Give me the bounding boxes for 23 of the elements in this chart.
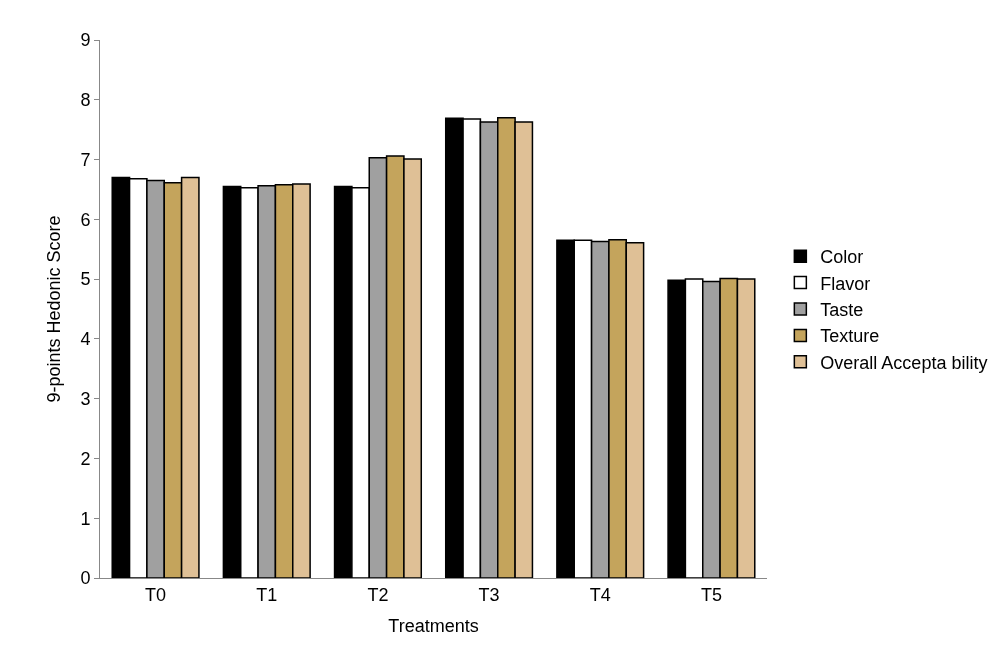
y-tick-label: 2 [80, 448, 91, 469]
x-tick-label: T2 [367, 584, 389, 605]
x-tick-label: T3 [478, 584, 500, 605]
y-tick-label: 7 [80, 149, 91, 170]
y-tick-label: 3 [80, 388, 91, 409]
y-tick-label: 8 [80, 90, 91, 111]
y-tick-label: 0 [80, 568, 91, 589]
x-tick-label: T1 [256, 584, 278, 605]
y-tick-label: 9 [80, 30, 91, 51]
y-tick-label: 6 [80, 209, 91, 230]
y-tick-label: 4 [80, 329, 91, 350]
y-tick-label: 1 [80, 508, 91, 529]
y-axis-title: 9-points Hedonic Score [43, 215, 64, 403]
legend-label: Overall Accepta bility [820, 352, 988, 373]
legend-label: Color [820, 247, 864, 268]
legend-label: Flavor [820, 273, 871, 294]
y-tick-label: 5 [80, 269, 91, 290]
x-tick-label: T0 [145, 584, 167, 605]
x-tick-label: T4 [589, 584, 611, 605]
legend-label: Texture [820, 326, 880, 347]
legend-label: Taste [820, 300, 864, 321]
x-tick-label: T5 [700, 584, 722, 605]
x-axis-title: Treatments [388, 615, 479, 636]
